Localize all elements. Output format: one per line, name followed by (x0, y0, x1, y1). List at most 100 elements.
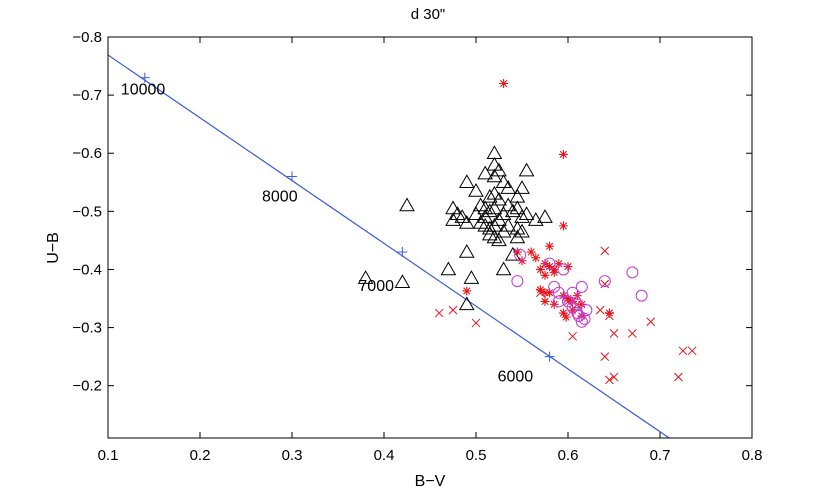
data-point-triangle (514, 209, 530, 223)
data-point-cross (595, 305, 605, 315)
data-point-triangle (509, 200, 526, 215)
data-point-triangle (514, 180, 530, 194)
data-point-triangle (440, 261, 457, 276)
data-point-circle (552, 286, 565, 299)
data-point-triangle (472, 197, 489, 212)
data-point-triangle (500, 217, 517, 232)
data-point-star (577, 299, 587, 309)
data-point-star (512, 247, 522, 257)
x-tick-label: 0.1 (98, 447, 119, 464)
temperature-label: 6000 (498, 369, 534, 386)
data-point-triangle (458, 244, 475, 258)
series-circles (511, 248, 648, 328)
data-point-circle (578, 312, 591, 325)
data-point-circle (598, 275, 611, 288)
data-point-cross (646, 317, 656, 327)
data-point-star (462, 286, 472, 296)
data-point-triangle (495, 174, 512, 189)
data-point-cross (600, 246, 610, 256)
data-point-triangle (458, 214, 475, 229)
x-tick-label: 0.5 (466, 447, 487, 464)
data-point-star (549, 267, 559, 277)
data-point-star (526, 247, 536, 257)
data-point-star (545, 241, 555, 251)
data-point-triangle (518, 206, 535, 221)
data-point-cross (674, 372, 683, 382)
data-point-triangle (357, 270, 374, 284)
temperature-label: 8000 (262, 188, 298, 205)
data-point-triangle (463, 270, 480, 284)
data-point-star (540, 270, 550, 280)
data-point-triangle (500, 180, 517, 194)
temperature-label: 10000 (121, 82, 166, 99)
data-point-triangle (537, 209, 553, 223)
data-point-star (540, 296, 550, 306)
y-tick-label: −0.4 (72, 261, 102, 278)
data-point-star (535, 285, 545, 295)
data-point-triangle (472, 214, 489, 229)
data-point-circle (543, 257, 556, 270)
data-point-triangle (509, 220, 526, 235)
data-point-cross (563, 297, 573, 306)
data-point-circle (557, 263, 570, 276)
x-tick-label: 0.6 (558, 447, 579, 464)
data-point-circle (511, 275, 524, 288)
data-point-circle (552, 295, 565, 308)
data-marks-layer (357, 78, 697, 385)
data-point-triangle (486, 200, 503, 215)
data-point-cross (600, 352, 610, 361)
y-tick-label: −0.5 (72, 203, 102, 220)
data-point-circle (575, 280, 588, 293)
axes: 0.1 0.2 0.3 0.4 0.5 0.6 0.7 0.8 −0.8 −0.7 −0.6 −0.5… (72, 29, 762, 464)
data-point-star (540, 259, 550, 269)
data-point-triangle (445, 212, 461, 226)
data-point-star (517, 256, 527, 266)
data-point-triangle (491, 162, 507, 177)
data-point-triangle (477, 209, 494, 223)
data-point-star (563, 294, 573, 304)
data-point-cross (536, 288, 545, 298)
data-point-triangle (495, 223, 512, 238)
data-point-cross (605, 311, 614, 321)
data-point-cross (628, 329, 637, 338)
data-point-cross (434, 308, 444, 318)
data-point-cross (605, 375, 614, 385)
data-point-star (499, 78, 509, 88)
y-tick-label: −0.2 (72, 378, 102, 395)
chart-title: d 30" (411, 6, 446, 23)
data-point-circle (635, 289, 648, 302)
data-point-star (558, 308, 568, 318)
data-point-triangle (394, 274, 411, 288)
data-point-triangle (504, 203, 521, 218)
data-point-cross (678, 346, 688, 356)
data-point-star (604, 308, 614, 318)
x-tick-label: 0.2 (190, 447, 211, 464)
data-point-triangle (458, 174, 475, 189)
data-point-triangle (491, 212, 507, 226)
data-point-triangle (504, 246, 521, 261)
x-tick-label: 0.4 (374, 447, 395, 464)
data-point-cross (568, 331, 577, 341)
data-point-circle (575, 315, 588, 328)
data-point-triangle (399, 197, 415, 212)
series-crosses (434, 246, 697, 385)
data-point-star (558, 221, 568, 231)
data-point-star (558, 149, 568, 159)
data-point-triangle (468, 182, 484, 197)
data-point-circle (571, 298, 584, 311)
series-stars (462, 78, 614, 322)
data-point-triangle (495, 261, 512, 276)
data-point-triangle (491, 191, 507, 206)
series-triangles (357, 145, 553, 311)
data-point-triangle (477, 200, 494, 215)
data-point-star (545, 262, 555, 272)
data-point-circle (514, 248, 527, 261)
data-point-circle (580, 304, 593, 317)
temperature-mark (544, 351, 555, 362)
blackbody-line-layer (107, 54, 670, 439)
data-point-cross (448, 305, 458, 315)
x-tick-label: 0.3 (282, 447, 303, 464)
data-point-triangle (481, 203, 498, 218)
data-point-triangle (477, 165, 494, 180)
data-point-circle (566, 286, 579, 299)
